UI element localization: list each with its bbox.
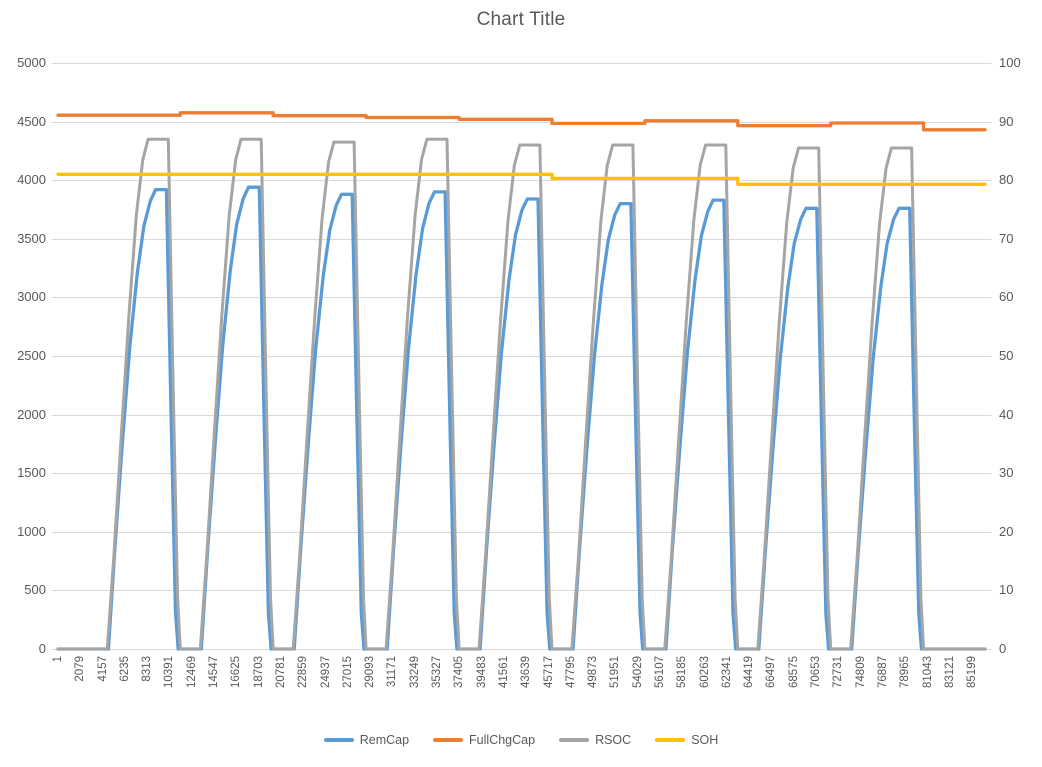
right-axis-tick-label: 100 — [999, 55, 1021, 70]
x-axis-tick-label: 60263 — [698, 656, 711, 688]
x-axis-tick-label: 51951 — [609, 656, 622, 688]
right-axis-tick-label: 10 — [999, 582, 1014, 598]
series-line-soh — [56, 172, 987, 186]
x-axis-tick-label: 29093 — [364, 656, 377, 688]
legend-item-soh: SOH — [655, 733, 718, 747]
x-axis-tick-label: 47795 — [564, 656, 577, 688]
x-axis-tick-label: 22859 — [297, 656, 310, 688]
series-line-rsoc — [56, 137, 987, 651]
x-axis-tick-label: 1 — [52, 656, 64, 663]
left-axis-tick-label: 3500 — [17, 230, 46, 246]
legend-line-swatch — [559, 738, 590, 742]
x-axis-tick-label: 37405 — [453, 656, 466, 688]
legend-line-swatch — [655, 738, 686, 742]
x-axis-tick-label: 72731 — [832, 656, 845, 688]
x-axis-tick-label: 6235 — [118, 656, 131, 682]
x-axis-tick-label: 85199 — [966, 656, 979, 688]
x-axis-tick-label: 58185 — [676, 656, 689, 688]
x-axis-tick-label: 43639 — [520, 656, 533, 688]
right-axis-tick-label: 0 — [999, 641, 1007, 656]
legend-label: RemCap — [359, 733, 410, 747]
right-axis-tick-label: 50 — [999, 348, 1014, 363]
right-axis-tick-label: 40 — [999, 406, 1014, 422]
legend-item-remcap: RemCap — [323, 733, 410, 747]
left-axis-tick-label: 0 — [38, 641, 46, 656]
x-axis-tick-label: 12469 — [185, 656, 198, 688]
x-axis-tick-label: 74809 — [854, 656, 867, 688]
right-axis-tick-label: 20 — [999, 523, 1014, 539]
x-axis-tick-label: 39483 — [475, 656, 488, 688]
x-axis-tick-label: 64419 — [743, 656, 756, 688]
left-axis-tick-label: 2000 — [17, 406, 46, 422]
x-axis-tick-label: 66497 — [765, 656, 778, 688]
series-line-fullchgcap — [56, 111, 987, 132]
legend-line-swatch — [433, 738, 464, 742]
left-axis-tick-label: 2500 — [17, 348, 46, 363]
right-axis-tick-label: 30 — [999, 465, 1014, 481]
legend-item-fullchgcap: FullChgCap — [433, 733, 535, 747]
legend: RemCap FullChgCap RSOC SOH — [0, 733, 1042, 747]
x-axis-tick-label: 83121 — [943, 656, 956, 688]
left-axis-tick-label: 3000 — [17, 289, 46, 305]
x-axis-tick-label: 33249 — [408, 656, 421, 688]
x-axis-tick-label: 45717 — [542, 656, 555, 688]
left-axis-tick-label: 5000 — [17, 55, 46, 70]
legend-label: SOH — [691, 733, 719, 747]
legend-line-swatch — [323, 738, 354, 742]
x-axis-tick-label: 81043 — [921, 656, 934, 688]
x-axis-tick-label: 14547 — [208, 656, 221, 688]
x-axis-tick-label: 70653 — [810, 656, 823, 688]
x-axis-tick-label: 2079 — [74, 656, 87, 682]
x-axis-tick-label: 16625 — [230, 656, 243, 688]
x-axis-tick-label: 18703 — [252, 656, 265, 688]
x-axis-tick-label: 35327 — [431, 656, 444, 688]
right-axis-tick-label: 80 — [999, 172, 1014, 188]
right-axis-tick-label: 70 — [999, 230, 1014, 246]
x-axis-tick-label: 8313 — [141, 656, 154, 682]
x-axis-tick-label: 24937 — [319, 656, 332, 688]
x-axis-tick-label: 76887 — [876, 656, 889, 688]
chart-title: Chart Title — [476, 9, 566, 30]
right-axis-tick-label: 60 — [999, 289, 1014, 305]
right-axis-tick-label: 90 — [999, 113, 1014, 129]
x-axis-tick-label: 68575 — [787, 656, 800, 688]
x-axis-tick-label: 62341 — [720, 656, 733, 688]
left-axis-tick-label: 4500 — [17, 113, 46, 129]
x-axis-tick-label: 4157 — [96, 656, 109, 682]
x-axis-tick-label: 49873 — [587, 656, 600, 688]
series-line-remcap — [56, 185, 987, 651]
x-axis-tick-label: 31171 — [386, 656, 399, 688]
x-axis-tick-label: 54029 — [631, 656, 644, 688]
left-axis-tick-label: 4000 — [17, 172, 46, 188]
x-axis-tick-label: 10391 — [163, 656, 176, 688]
x-axis-tick-label: 41561 — [497, 656, 510, 688]
left-axis-tick-label: 1500 — [17, 465, 46, 481]
legend-label: RSOC — [595, 733, 632, 747]
x-axis-tick-label: 56107 — [653, 656, 666, 688]
x-axis-tick-label: 27015 — [341, 656, 354, 688]
legend-label: FullChgCap — [469, 733, 536, 747]
x-axis-tick-label: 78965 — [899, 656, 912, 688]
x-axis-tick-label: 20781 — [274, 656, 287, 688]
left-axis-tick-label: 1000 — [17, 523, 46, 539]
left-axis-tick-label: 500 — [24, 582, 46, 598]
legend-item-rsoc: RSOC — [559, 733, 631, 747]
